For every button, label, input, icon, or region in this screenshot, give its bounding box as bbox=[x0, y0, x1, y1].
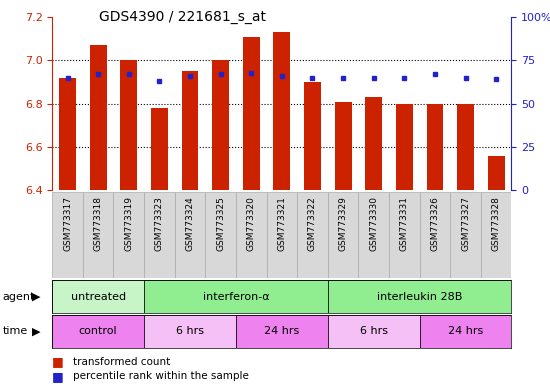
Text: GSM773323: GSM773323 bbox=[155, 196, 164, 251]
Bar bbox=[144, 192, 175, 278]
Text: ■: ■ bbox=[52, 370, 64, 383]
Text: ■: ■ bbox=[52, 355, 64, 368]
Bar bbox=[144, 315, 236, 348]
Bar bbox=[420, 192, 450, 278]
Bar bbox=[144, 280, 328, 313]
Bar bbox=[396, 104, 412, 190]
Text: control: control bbox=[79, 326, 118, 336]
Text: GSM773326: GSM773326 bbox=[431, 196, 439, 251]
Bar bbox=[328, 315, 420, 348]
Text: 6 hrs: 6 hrs bbox=[360, 326, 388, 336]
Bar bbox=[328, 280, 512, 313]
Text: GSM773328: GSM773328 bbox=[492, 196, 500, 251]
Bar bbox=[365, 97, 382, 190]
Bar bbox=[335, 101, 351, 190]
Text: percentile rank within the sample: percentile rank within the sample bbox=[73, 371, 249, 381]
Text: GSM773319: GSM773319 bbox=[124, 196, 133, 251]
Bar bbox=[90, 45, 107, 190]
Text: GSM773331: GSM773331 bbox=[400, 196, 409, 251]
Bar bbox=[236, 315, 328, 348]
Bar bbox=[151, 108, 168, 190]
Bar bbox=[175, 192, 205, 278]
Bar bbox=[450, 192, 481, 278]
Bar bbox=[52, 280, 144, 313]
Text: 24 hrs: 24 hrs bbox=[264, 326, 300, 336]
Text: 24 hrs: 24 hrs bbox=[448, 326, 483, 336]
Text: 6 hrs: 6 hrs bbox=[176, 326, 204, 336]
Text: time: time bbox=[3, 326, 28, 336]
Text: GSM773324: GSM773324 bbox=[185, 196, 195, 251]
Bar bbox=[359, 192, 389, 278]
Bar bbox=[243, 37, 260, 190]
Text: GSM773321: GSM773321 bbox=[277, 196, 287, 251]
Bar bbox=[328, 192, 359, 278]
Text: GSM773318: GSM773318 bbox=[94, 196, 103, 251]
Text: GSM773325: GSM773325 bbox=[216, 196, 225, 251]
Text: agent: agent bbox=[3, 291, 35, 302]
Bar bbox=[481, 192, 512, 278]
Bar bbox=[267, 192, 297, 278]
Bar bbox=[83, 192, 113, 278]
Bar bbox=[182, 71, 199, 190]
Text: interferon-α: interferon-α bbox=[202, 291, 270, 302]
Text: ▶: ▶ bbox=[32, 291, 40, 302]
Bar bbox=[205, 192, 236, 278]
Bar bbox=[389, 192, 420, 278]
Text: GSM773329: GSM773329 bbox=[339, 196, 348, 251]
Text: ▶: ▶ bbox=[32, 326, 40, 336]
Bar bbox=[120, 60, 137, 190]
Text: GSM773327: GSM773327 bbox=[461, 196, 470, 251]
Bar bbox=[457, 104, 474, 190]
Bar bbox=[420, 315, 512, 348]
Bar bbox=[297, 192, 328, 278]
Text: untreated: untreated bbox=[70, 291, 126, 302]
Bar bbox=[113, 192, 144, 278]
Bar bbox=[427, 104, 443, 190]
Text: GSM773320: GSM773320 bbox=[247, 196, 256, 251]
Text: GDS4390 / 221681_s_at: GDS4390 / 221681_s_at bbox=[99, 10, 266, 23]
Bar bbox=[212, 60, 229, 190]
Text: transformed count: transformed count bbox=[73, 357, 170, 367]
Bar bbox=[304, 82, 321, 190]
Bar bbox=[236, 192, 267, 278]
Text: interleukin 28B: interleukin 28B bbox=[377, 291, 463, 302]
Bar bbox=[273, 32, 290, 190]
Text: GSM773330: GSM773330 bbox=[369, 196, 378, 251]
Bar bbox=[59, 78, 76, 190]
Bar bbox=[488, 156, 504, 190]
Bar bbox=[52, 315, 144, 348]
Text: GSM773322: GSM773322 bbox=[308, 196, 317, 251]
Text: GSM773317: GSM773317 bbox=[63, 196, 72, 251]
Bar bbox=[52, 192, 83, 278]
